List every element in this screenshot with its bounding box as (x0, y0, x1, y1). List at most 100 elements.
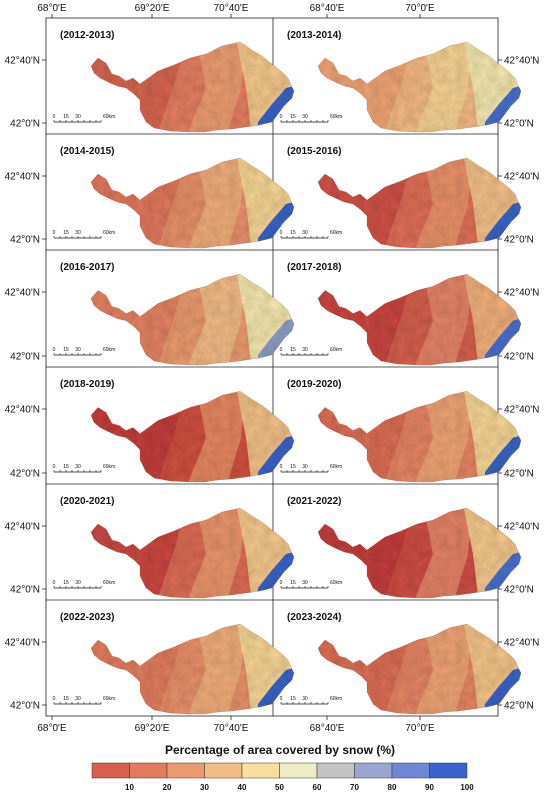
year-label: (2022-2023) (60, 612, 114, 623)
basin-map (90, 157, 295, 249)
legend-tick-label: 90 (425, 783, 434, 792)
legend-swatch (241, 762, 280, 779)
scale-tick-label: 30 (75, 696, 81, 702)
lat-label: 42°40'N (504, 522, 539, 533)
scale-bar: 0 15 30 60km (280, 464, 342, 473)
legend-swatch (429, 762, 468, 779)
lat-label: 42°40'N (5, 172, 40, 183)
lon-label: 68°40'E (310, 3, 345, 14)
basin-map (317, 41, 522, 133)
scale-tick-label: 30 (75, 347, 81, 353)
scale-bar: 0 15 30 60km (53, 580, 115, 589)
scale-bar: 0 15 30 60km (53, 114, 115, 123)
scale-tick-label: 30 (75, 464, 81, 470)
lat-label: 42°40'N (504, 405, 539, 416)
lat-label: 42°0'N (504, 235, 534, 246)
scale-end-label: 60km (103, 230, 115, 236)
scale-tick-label: 15 (290, 580, 296, 586)
legend-tick-label: 80 (388, 783, 397, 792)
basin-map (317, 507, 522, 599)
scale-tick-label: 0 (53, 347, 56, 353)
lat-label: 42°40'N (5, 288, 40, 299)
lon-label: 69°20'E (135, 3, 170, 14)
legend-swatch (354, 762, 393, 779)
scale-tick-label: 15 (290, 230, 296, 236)
scale-tick-label: 30 (302, 347, 308, 353)
scale-end-label: 60km (330, 114, 342, 120)
lon-label: 68°0'E (37, 3, 67, 14)
scale-tick-label: 30 (302, 114, 308, 120)
map-panel: (2017-2018) 0 15 30 60km (280, 262, 522, 366)
scale-tick-label: 0 (280, 580, 283, 586)
scale-tick-label: 15 (290, 347, 296, 353)
scale-tick-label: 0 (280, 464, 283, 470)
scale-tick-label: 30 (75, 114, 81, 120)
legend-swatch (279, 762, 318, 779)
scale-tick-label: 0 (280, 347, 283, 353)
scale-bar: 0 15 30 60km (280, 230, 342, 239)
lat-label: 42°0'N (504, 469, 534, 480)
scale-bar: 0 15 30 60km (280, 347, 342, 356)
scale-tick-label: 0 (53, 696, 56, 702)
map-panel: (2019-2020) 0 15 30 60km (280, 379, 522, 483)
scale-tick-label: 15 (63, 580, 69, 586)
lat-label: 42°0'N (10, 469, 40, 480)
scale-end-label: 60km (330, 347, 342, 353)
scale-end-label: 60km (330, 230, 342, 236)
legend-swatch (91, 762, 130, 779)
basin-map (317, 390, 522, 483)
map-panel: (2021-2022) 0 15 30 60km (280, 496, 522, 599)
scale-bar: 0 15 30 60km (53, 347, 115, 356)
basin-map (90, 273, 295, 366)
year-label: (2015-2016) (287, 146, 341, 157)
lat-label: 42°40'N (504, 288, 539, 299)
map-panel: (2015-2016) 0 15 30 60km (280, 146, 522, 249)
scale-bar: 0 15 30 60km (53, 464, 115, 473)
lon-label: 70°0'E (405, 3, 435, 14)
snow-cover-legend: Percentage of area covered by snow (%) 1… (91, 743, 474, 792)
lat-label: 42°40'N (504, 56, 539, 67)
bottom-longitude-labels: 68°0'E 69°20'E 70°40'E 68°40'E 70°0'E (37, 716, 435, 734)
lat-label: 42°0'N (10, 119, 40, 130)
scale-bar: 0 15 30 60km (280, 114, 342, 123)
lat-label: 42°0'N (10, 701, 40, 712)
legend-swatch (204, 762, 243, 779)
lat-label: 42°0'N (504, 585, 534, 596)
scale-tick-label: 0 (53, 230, 56, 236)
scale-tick-label: 15 (63, 230, 69, 236)
scale-end-label: 60km (103, 464, 115, 470)
scale-tick-label: 15 (290, 114, 296, 120)
legend-tick-label: 60 (313, 783, 322, 792)
legend-tick-label: 70 (350, 783, 359, 792)
scale-tick-label: 0 (53, 464, 56, 470)
lat-label: 42°0'N (10, 235, 40, 246)
map-panel: (2023-2024) 0 15 30 60km (280, 612, 522, 715)
legend-title: Percentage of area covered by snow (%) (165, 743, 395, 757)
basin-map (90, 623, 295, 715)
scale-end-label: 60km (103, 347, 115, 353)
year-label: (2012-2013) (60, 30, 114, 41)
year-label: (2018-2019) (60, 379, 114, 390)
legend-tick-label: 10 (125, 783, 134, 792)
lat-label: 42°0'N (504, 701, 534, 712)
lon-label: 70°40'E (214, 723, 249, 734)
lat-label: 42°40'N (5, 522, 40, 533)
legend-tick-label: 20 (163, 783, 172, 792)
lon-label: 69°20'E (135, 723, 170, 734)
legend-tick-label: 40 (238, 783, 247, 792)
scale-end-label: 60km (103, 114, 115, 120)
scale-tick-label: 15 (290, 464, 296, 470)
scale-tick-label: 0 (280, 230, 283, 236)
scale-end-label: 60km (330, 464, 342, 470)
scale-tick-label: 30 (302, 464, 308, 470)
basin-map (90, 390, 295, 483)
scale-end-label: 60km (330, 580, 342, 586)
scale-tick-label: 0 (280, 696, 283, 702)
legend-tick-label: 30 (200, 783, 209, 792)
year-label: (2020-2021) (60, 496, 114, 507)
scale-tick-label: 30 (302, 580, 308, 586)
latitude-labels: 42°40'N 42°40'N 42°0'N 42°0'N 42°40'N 42°40'N… (5, 56, 540, 712)
lat-label: 42°40'N (504, 172, 539, 183)
map-panel: (2014-2015) 0 15 30 60km (53, 146, 295, 249)
